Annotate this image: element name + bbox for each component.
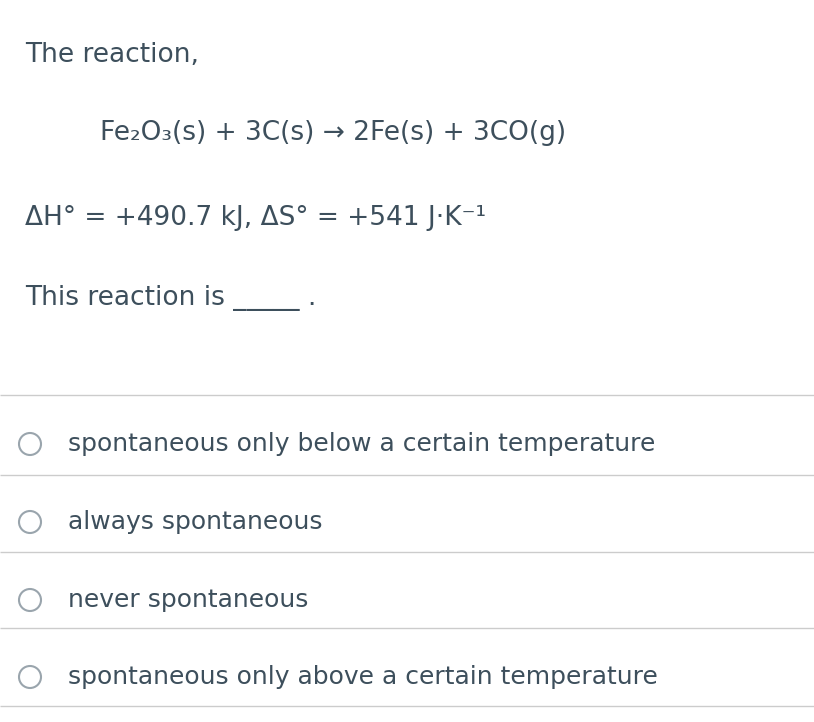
Text: spontaneous only below a certain temperature: spontaneous only below a certain tempera… <box>68 432 655 456</box>
Text: always spontaneous: always spontaneous <box>68 510 322 534</box>
Text: Fe₂O₃(s) + 3C(s) → 2Fe(s) + 3CO(g): Fe₂O₃(s) + 3C(s) → 2Fe(s) + 3CO(g) <box>100 120 566 146</box>
Text: never spontaneous: never spontaneous <box>68 588 309 612</box>
Text: spontaneous only above a certain temperature: spontaneous only above a certain tempera… <box>68 665 658 689</box>
Text: ΔH° = +490.7 kJ, ΔS° = +541 J·K⁻¹: ΔH° = +490.7 kJ, ΔS° = +541 J·K⁻¹ <box>25 205 486 231</box>
Text: This reaction is _____ .: This reaction is _____ . <box>25 285 317 311</box>
Text: The reaction,: The reaction, <box>25 42 199 68</box>
